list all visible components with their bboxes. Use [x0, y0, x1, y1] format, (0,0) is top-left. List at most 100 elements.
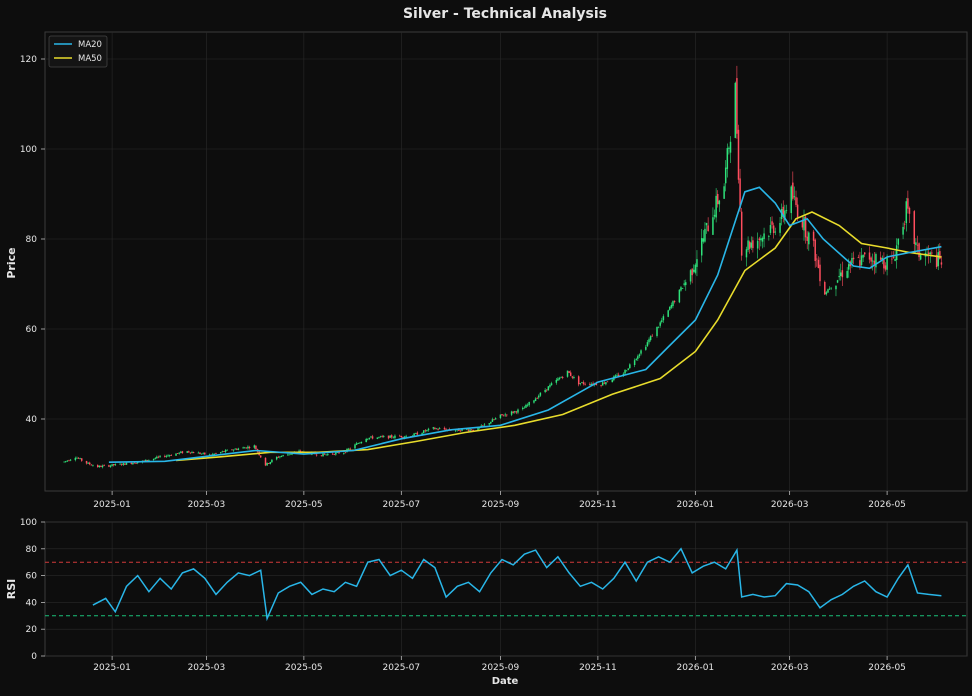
- candle-up: [178, 452, 180, 454]
- candle-up: [392, 437, 395, 439]
- candle-up: [886, 257, 888, 270]
- rsi-x-tick-label: 2025-09: [482, 663, 520, 673]
- candle-down: [716, 193, 719, 205]
- rsi-x-tick-label: 2026-01: [677, 663, 715, 673]
- candle-up: [633, 360, 636, 365]
- candle-down: [859, 260, 861, 267]
- candle-down: [103, 465, 105, 467]
- candle-down: [852, 257, 855, 260]
- candle-up: [544, 390, 546, 392]
- candle-up: [426, 429, 428, 431]
- candle-up: [360, 441, 363, 444]
- candle-up: [614, 375, 617, 377]
- candle-up: [354, 444, 356, 449]
- candle-up: [379, 436, 382, 438]
- candle-up: [98, 465, 101, 468]
- candle-up: [560, 377, 562, 378]
- candle-down: [913, 211, 916, 244]
- candle-up: [234, 448, 236, 450]
- candle-down: [472, 429, 474, 431]
- candle-down: [577, 376, 580, 385]
- candle-down: [236, 448, 238, 450]
- candle-up: [325, 454, 327, 456]
- price-x-ticks: 2025-01 2025-03 2025-05 2025-07 2025-09 2025-…: [93, 491, 906, 510]
- candle-up: [625, 370, 628, 372]
- candle-down: [940, 262, 943, 265]
- candle-up: [637, 356, 639, 359]
- candle-up: [566, 370, 569, 377]
- candle-up: [590, 383, 593, 386]
- candle-up: [79, 458, 81, 460]
- candle-up: [109, 465, 112, 467]
- candle-down: [424, 430, 427, 432]
- candle-down: [804, 216, 807, 238]
- candle-up: [119, 463, 121, 465]
- candle-up: [681, 288, 684, 289]
- candle-up: [510, 411, 513, 415]
- price-y-tick-label: 40: [26, 415, 38, 425]
- candle-up: [657, 326, 660, 328]
- candle-up: [581, 382, 583, 384]
- candle-up: [422, 430, 425, 434]
- candle-down: [299, 450, 302, 452]
- candle-down: [192, 452, 195, 454]
- candle-up: [871, 260, 874, 262]
- rsi-y-tick-label: 20: [26, 625, 38, 635]
- candle-down: [816, 258, 818, 260]
- candle-up: [827, 289, 829, 293]
- candle-down: [736, 78, 738, 134]
- candle-down: [81, 458, 83, 461]
- candle-up: [461, 429, 463, 431]
- candle-up: [221, 451, 224, 453]
- price-y-label: Price: [5, 247, 18, 278]
- candle-up: [237, 448, 240, 450]
- candle-up: [659, 322, 661, 326]
- candle-up: [154, 458, 157, 460]
- candle-down: [387, 435, 390, 439]
- rsi-y-tick-label: 0: [31, 652, 37, 662]
- rsi-x-tick-label: 2026-03: [771, 663, 809, 673]
- candle-up: [389, 435, 391, 438]
- candle-down: [903, 223, 906, 225]
- candle-up: [200, 453, 203, 455]
- candle-up: [87, 462, 89, 464]
- candle-down: [501, 414, 503, 416]
- candle-up: [728, 147, 730, 149]
- candle-up: [165, 455, 168, 457]
- candle-up: [895, 245, 898, 260]
- candle-down: [470, 429, 473, 431]
- price-y-tick-label: 80: [26, 235, 38, 245]
- candle-up: [763, 233, 765, 239]
- candle-up: [144, 459, 147, 462]
- candle-up: [830, 287, 832, 289]
- candle-up: [282, 455, 284, 456]
- candle-up: [191, 452, 193, 454]
- candle-down: [812, 231, 815, 241]
- candle-down: [493, 419, 495, 421]
- rsi-y-tick-label: 80: [26, 545, 38, 555]
- candle-up: [298, 450, 300, 452]
- price-x-tick-label: 2026-01: [677, 500, 715, 510]
- candle-up: [894, 258, 896, 262]
- candle-up: [175, 453, 177, 456]
- candle-up: [69, 459, 72, 461]
- candle-down: [112, 464, 115, 466]
- candle-up: [213, 453, 216, 455]
- candle-down: [512, 411, 514, 413]
- candle-down: [245, 447, 248, 449]
- candle-up: [929, 252, 931, 255]
- candle-up: [212, 453, 214, 455]
- candle-down: [651, 335, 653, 337]
- candle-up: [490, 421, 492, 424]
- candle-down: [739, 178, 741, 209]
- candle-down: [892, 256, 895, 259]
- candle-up: [114, 464, 117, 466]
- candle-down: [135, 463, 137, 464]
- candle-down: [215, 453, 217, 454]
- candle-down: [603, 382, 606, 384]
- candle-down: [416, 432, 419, 435]
- price-y-ticks: 40 60 80 100 120: [20, 55, 45, 425]
- ma20-line: [108, 186, 942, 463]
- candle-up: [405, 435, 407, 437]
- candle-up: [394, 435, 396, 438]
